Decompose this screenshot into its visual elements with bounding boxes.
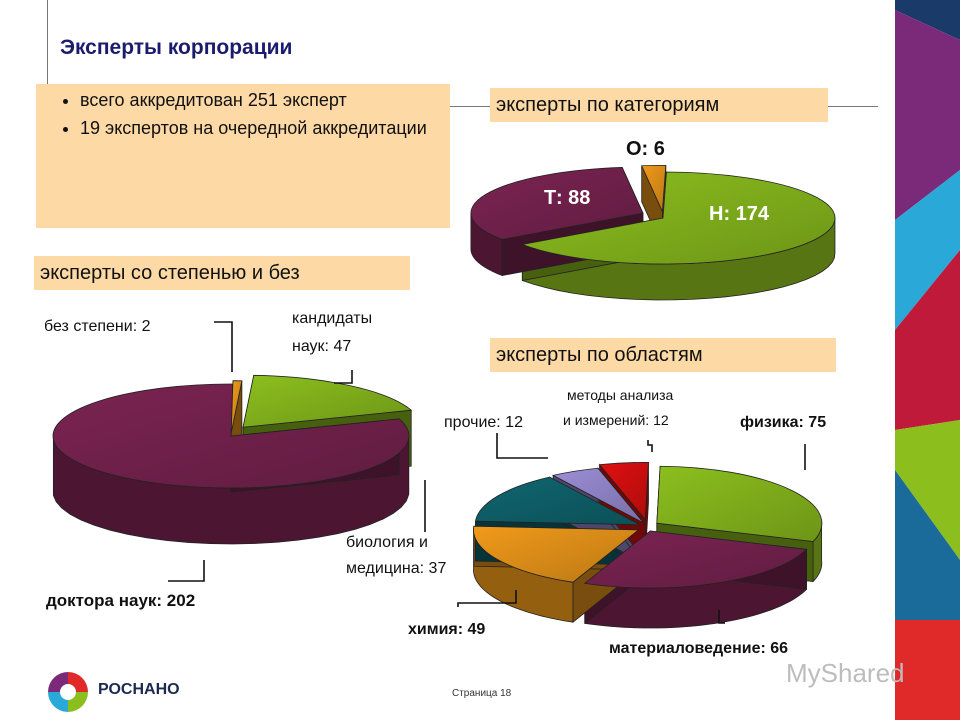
leader-line: [457, 590, 517, 607]
watermark: MyShared: [786, 658, 905, 688]
c3-label-meth-2: и измерений: 12: [563, 412, 669, 428]
pie-slice: [520, 171, 836, 265]
c2-label-none: без степени: 2: [44, 318, 151, 335]
page-title: Эксперты корпорации: [60, 36, 293, 59]
section-fields: эксперты по областям: [490, 338, 836, 372]
pie-slice: [473, 525, 640, 583]
c2-label-doc: доктора наук: 202: [46, 591, 196, 610]
section-categories: эксперты по категориям: [490, 88, 828, 122]
side-stripe: [895, 470, 960, 620]
side-stripe: [895, 10, 960, 220]
leader-line: [168, 560, 205, 582]
summary-box: всего аккредитован 251 эксперт 19 экспер…: [36, 84, 450, 228]
logo-text: РОСНАНО: [98, 681, 180, 698]
c3-label-bio-1: биология и: [346, 534, 428, 551]
c3-label-chem: химия: 49: [408, 621, 486, 638]
leader-line: [334, 370, 353, 384]
c2-label-kand-2: наук: 47: [292, 338, 352, 355]
pie-slice: [52, 383, 410, 489]
pie-slice: [641, 165, 667, 212]
summary-item: 19 экспертов на очередной аккредитации: [80, 118, 440, 138]
c3-label-phys: физика: 75: [740, 414, 827, 431]
c1-label-o: О: 6: [626, 138, 665, 160]
leader-line: [647, 440, 653, 452]
summary-item: всего аккредитован 251 эксперт: [80, 90, 440, 110]
side-stripe: [895, 250, 960, 430]
pie-slice: [598, 461, 649, 521]
c2-label-kand-1: кандидаты: [292, 310, 373, 327]
side-stripe: [895, 620, 960, 720]
side-stripe: [895, 420, 960, 560]
section-degree: эксперты со степенью и без: [34, 256, 410, 290]
side-stripe: [895, 170, 960, 330]
leader-line: [214, 321, 233, 372]
side-stripe: [878, 0, 895, 720]
pie-slice: [551, 467, 644, 524]
c3-label-bio-2: медицина: 37: [346, 560, 447, 577]
pie-slice: [230, 380, 243, 433]
c3-label-mat: материаловедение: 66: [609, 640, 789, 657]
c1-label-n: Н: 174: [709, 203, 770, 225]
leader-line: [718, 610, 725, 624]
c1-label-t: Т: 88: [544, 187, 591, 209]
pie-slice: [583, 530, 808, 589]
logo-inner: [60, 684, 76, 700]
side-stripe: [895, 0, 960, 40]
pie-slice: [656, 465, 823, 542]
leader-line: [496, 433, 548, 459]
pie-slice: [470, 167, 644, 240]
pie-slice: [242, 374, 413, 428]
pie-slice: [474, 476, 641, 526]
c3-label-meth-1: методы анализа: [567, 387, 674, 403]
c3-label-other: прочие: 12: [444, 414, 523, 431]
page-number: Страница 18: [452, 688, 512, 699]
